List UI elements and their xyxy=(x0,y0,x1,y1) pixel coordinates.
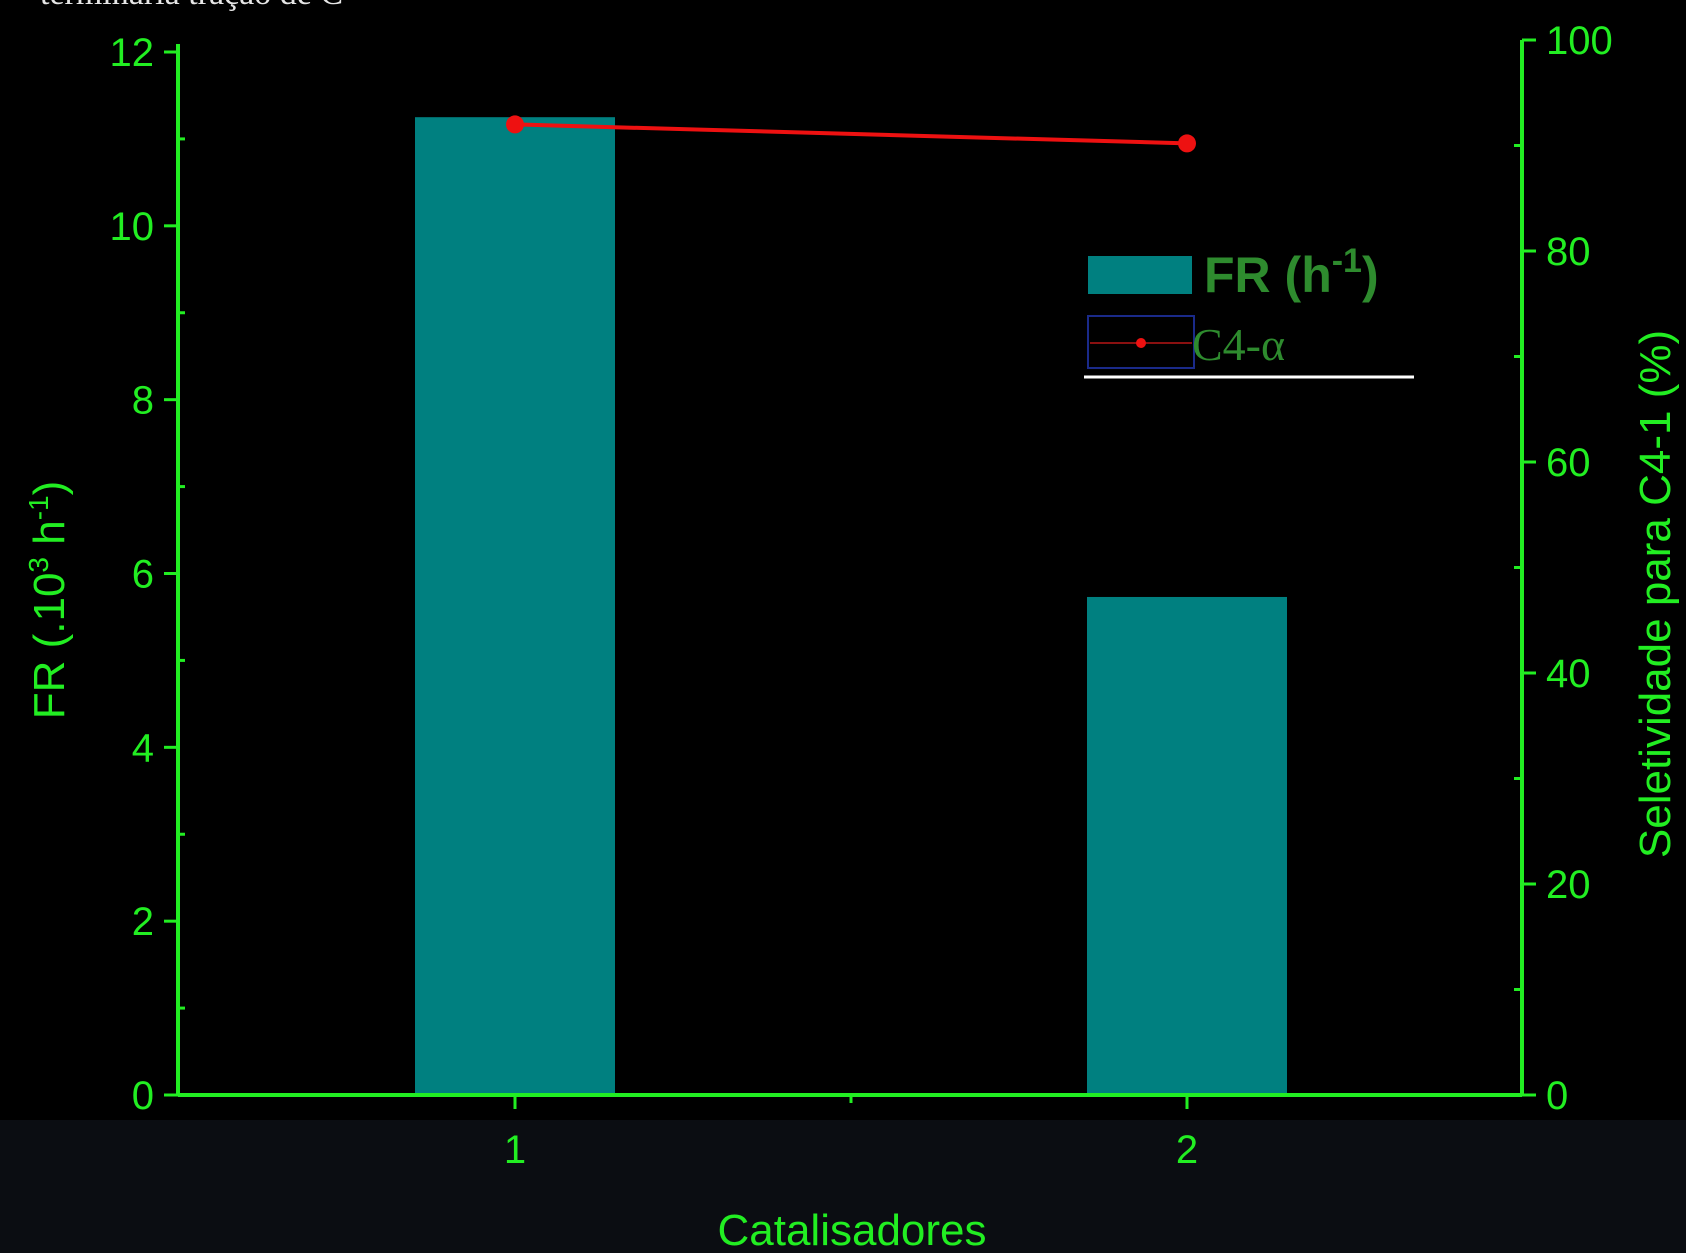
left-tick-label: 10 xyxy=(110,205,155,249)
legend-line-frame xyxy=(1087,315,1195,369)
y-axis-title: FR (.103 h-1) xyxy=(23,481,74,720)
legend-bar-label-end: ) xyxy=(1362,247,1379,303)
legend-line-label-text: C4-α xyxy=(1192,319,1285,370)
y2-axis-title: Seletividade para C4-1 (%) xyxy=(1631,330,1680,858)
line-series-group xyxy=(506,115,1196,153)
y-axis-title-sup1: 3 xyxy=(23,557,54,573)
right-tick-label: 0 xyxy=(1546,1074,1568,1118)
bars-group xyxy=(415,117,1287,1095)
left-tick-label: 12 xyxy=(110,31,155,75)
right-tick-label: 40 xyxy=(1546,652,1591,696)
right-tick-label: 20 xyxy=(1546,863,1591,907)
right-tick-label: 100 xyxy=(1546,19,1613,63)
left-tick-label: 4 xyxy=(132,726,154,770)
caption-fragment: terminaria tração de C xyxy=(40,0,343,12)
y2-axis-title-text: Seletividade para C4-1 (%) xyxy=(1631,330,1680,858)
legend-bar-label-sup: -1 xyxy=(1332,242,1362,280)
bar-2 xyxy=(1087,596,1287,1095)
x-axis-title-text: Catalisadores xyxy=(717,1206,986,1253)
legend-bar-label: FR (h-1) xyxy=(1204,242,1379,303)
right-axis-ticks: 0 20 40 60 80 100 xyxy=(1514,19,1613,1118)
y-axis-title-text: FR (.10 xyxy=(25,573,74,720)
legend: FR (h-1) C4-α xyxy=(1084,242,1414,379)
right-tick-label: 80 xyxy=(1546,230,1591,274)
x-axis-title: Catalisadores xyxy=(717,1206,986,1253)
legend-bar-swatch xyxy=(1088,256,1192,294)
x-tick-label: 1 xyxy=(504,1128,526,1172)
line-c4-alpha xyxy=(514,122,1188,146)
legend-line-marker xyxy=(1136,338,1146,348)
line-point-1 xyxy=(506,115,524,134)
legend-line-label: C4-α xyxy=(1192,319,1285,370)
bar-1 xyxy=(415,117,615,1095)
left-tick-label: 2 xyxy=(132,900,154,944)
left-tick-label: 0 xyxy=(132,1074,154,1118)
bottom-band xyxy=(0,1120,1686,1253)
legend-bar-label-text: FR (h xyxy=(1204,247,1332,303)
right-tick-label: 60 xyxy=(1546,441,1591,485)
left-axis-ticks: 0 2 4 6 8 10 12 xyxy=(110,31,185,1118)
x-tick-label: 2 xyxy=(1176,1128,1198,1172)
line-point-2 xyxy=(1178,134,1196,153)
y-axis-title-end: ) xyxy=(25,481,74,496)
left-tick-label: 6 xyxy=(132,553,154,597)
left-tick-label: 8 xyxy=(132,379,154,423)
y-axis-title-sup2: -1 xyxy=(23,495,54,520)
caption-text: terminaria tração de C xyxy=(40,0,343,12)
y-axis-title-mid: h xyxy=(25,520,74,557)
